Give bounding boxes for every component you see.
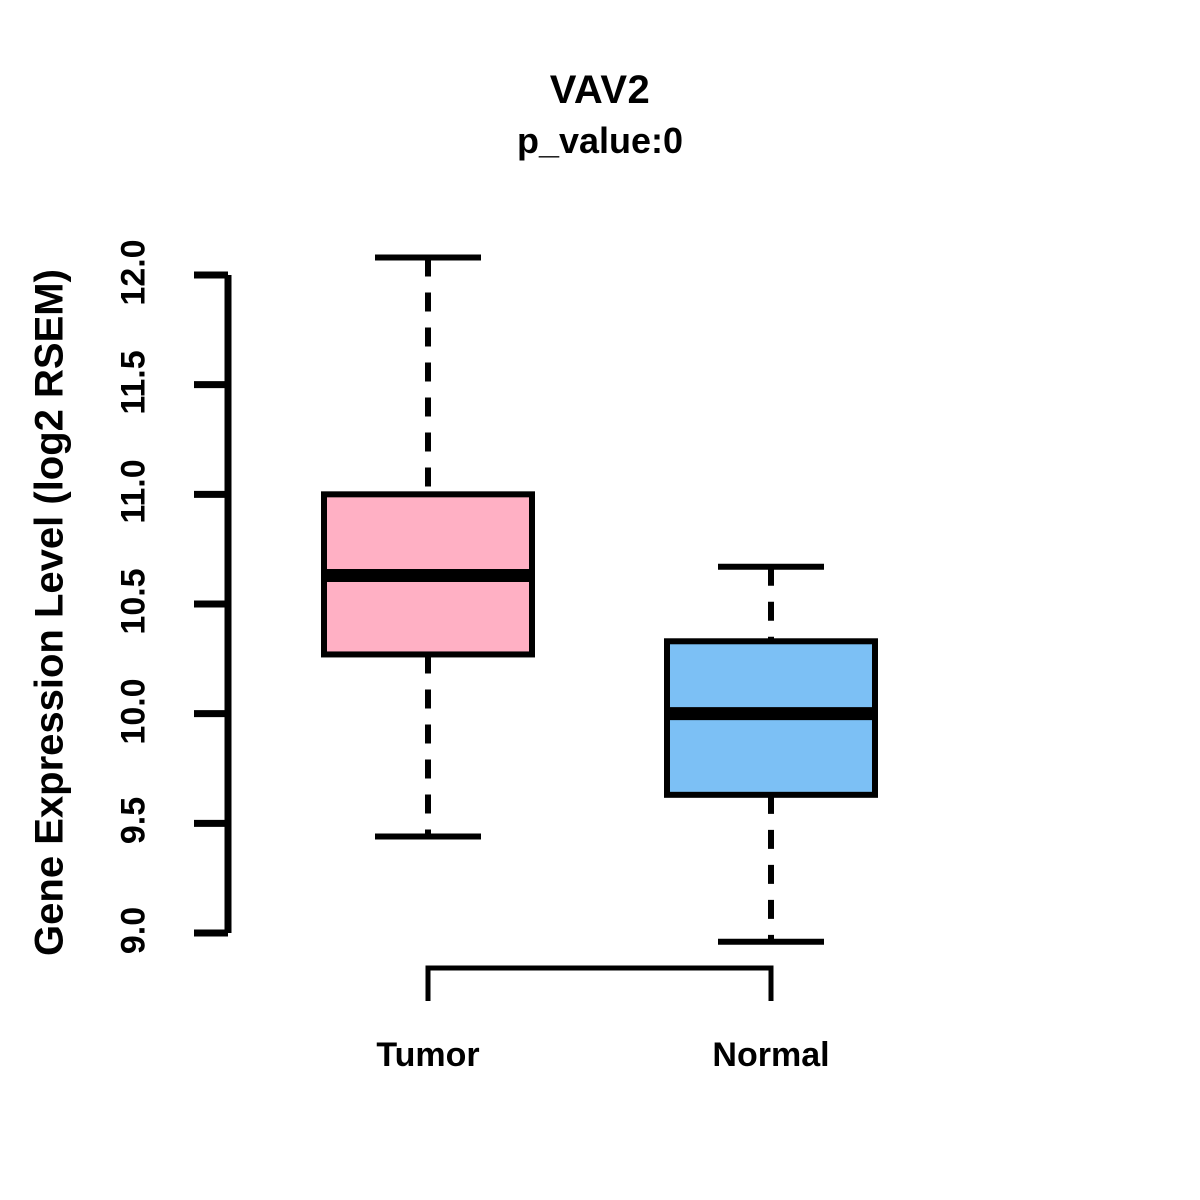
box-group-normal: [664, 563, 878, 945]
significance-bracket: [425, 965, 774, 1001]
chart-subtitle-pvalue: p_value:0: [516, 120, 684, 161]
page-title: VAV2: [549, 68, 651, 112]
x-tick-label-tumor: Tumor: [376, 1036, 480, 1074]
bracket-path: [425, 965, 774, 1001]
box-group-tumor: [321, 254, 535, 840]
x-tick-label-normal: Normal: [712, 1036, 830, 1074]
y-axis-ticks: [194, 271, 228, 937]
box-series-layer: [321, 254, 878, 945]
y-axis: [194, 271, 232, 937]
